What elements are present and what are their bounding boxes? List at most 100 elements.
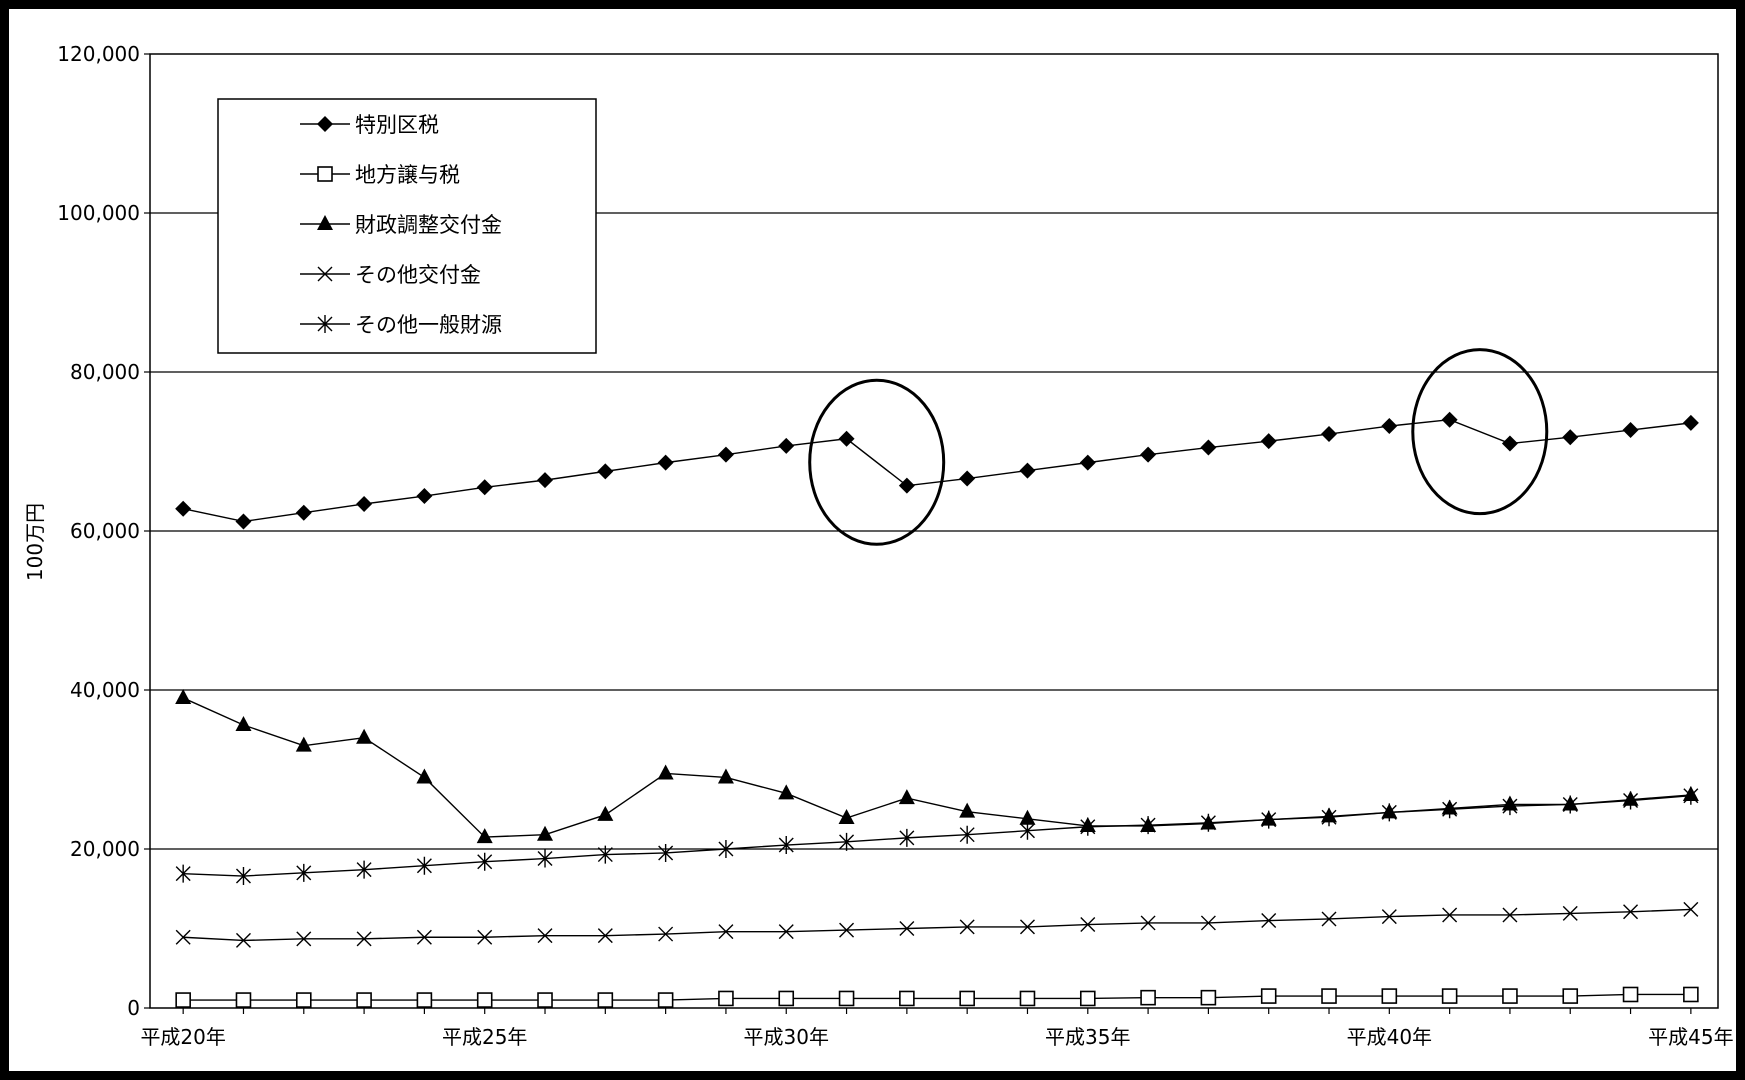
series-line xyxy=(183,908,1691,942)
data-point xyxy=(416,488,433,505)
legend-item: その他一般財源 xyxy=(300,313,502,337)
legend-item: 地方譲与税 xyxy=(300,163,460,187)
data-point xyxy=(778,924,794,940)
data-point xyxy=(537,992,553,1008)
y-axis-label: 100万円 xyxy=(23,503,47,581)
y-tick-label: 120,000 xyxy=(57,42,140,66)
data-point xyxy=(1260,988,1277,1004)
data-point xyxy=(898,789,915,805)
data-point xyxy=(477,852,493,871)
data-point xyxy=(1321,808,1337,827)
data-point xyxy=(959,825,975,844)
y-tick-label: 80,000 xyxy=(70,360,140,384)
y-tick-label: 100,000 xyxy=(57,201,140,225)
x-tick-label: 平成45年 xyxy=(1648,1025,1733,1049)
legend-marker xyxy=(317,266,333,282)
data-point xyxy=(1140,989,1156,1006)
series-x xyxy=(175,901,1699,948)
data-point xyxy=(1200,813,1216,832)
series-asterisk xyxy=(175,786,1699,886)
data-point xyxy=(718,840,734,858)
legend-marker xyxy=(317,166,333,182)
data-point xyxy=(1321,426,1338,443)
legend-item: 財政調整交付金 xyxy=(300,213,502,237)
series-line xyxy=(183,418,1691,523)
legend-item: その他交付金 xyxy=(300,263,481,287)
data-point xyxy=(718,990,734,1007)
data-point xyxy=(959,919,975,935)
data-point xyxy=(778,437,795,454)
data-point xyxy=(1261,810,1277,829)
data-point xyxy=(838,808,855,824)
x-tick-label: 平成30年 xyxy=(744,1025,829,1049)
data-point xyxy=(1019,462,1036,479)
data-point xyxy=(658,926,674,942)
data-point xyxy=(416,856,432,875)
y-tick-label: 60,000 xyxy=(70,519,140,543)
data-point xyxy=(1683,986,1699,1003)
data-point xyxy=(717,768,734,784)
data-point xyxy=(356,728,373,744)
data-point xyxy=(1261,913,1277,929)
data-point xyxy=(597,928,613,944)
data-point xyxy=(175,500,192,517)
data-point xyxy=(1622,986,1639,1003)
data-point xyxy=(778,836,794,855)
data-point xyxy=(296,863,312,882)
legend-label: 財政調整交付金 xyxy=(355,213,502,237)
x-tick-label: 平成35年 xyxy=(1045,1025,1130,1049)
legend-item: 特別区税 xyxy=(300,113,439,137)
data-point xyxy=(356,992,372,1008)
data-point xyxy=(1441,411,1458,428)
legend-box xyxy=(217,98,597,354)
y-tick-label: 0 xyxy=(127,996,140,1020)
data-point xyxy=(235,715,252,731)
data-point xyxy=(1502,988,1518,1004)
data-point xyxy=(1200,989,1217,1006)
data-point xyxy=(597,805,614,821)
legend-label: 地方譲与税 xyxy=(355,163,460,187)
data-point xyxy=(1200,915,1216,931)
data-point xyxy=(356,860,372,879)
data-point xyxy=(175,688,192,704)
legend-label: その他交付金 xyxy=(355,263,481,287)
gridlines xyxy=(150,212,1718,850)
data-point xyxy=(838,430,855,447)
data-point xyxy=(1442,800,1458,819)
data-point xyxy=(175,992,191,1008)
data-point xyxy=(1019,809,1036,825)
data-point xyxy=(295,736,312,752)
data-point xyxy=(1381,803,1397,822)
data-point xyxy=(295,504,312,521)
data-point xyxy=(356,495,373,512)
data-point xyxy=(1622,422,1639,439)
data-point xyxy=(235,867,251,886)
y-tick-label: 40,000 xyxy=(70,678,140,702)
data-point xyxy=(1623,904,1639,920)
series-diamond xyxy=(175,411,1699,530)
legend-label: 特別区税 xyxy=(355,113,439,137)
data-point xyxy=(537,849,553,868)
data-point xyxy=(839,832,855,851)
data-point xyxy=(1321,911,1337,927)
data-point xyxy=(778,990,795,1007)
data-point xyxy=(658,843,674,862)
x-tick-label: 平成20年 xyxy=(140,1025,225,1049)
data-point xyxy=(1682,414,1699,431)
legend-marker xyxy=(317,116,333,132)
data-point xyxy=(1200,439,1217,456)
highlight-group xyxy=(808,348,1549,546)
data-point xyxy=(537,825,554,841)
data-point xyxy=(235,992,252,1008)
data-point xyxy=(1019,919,1035,935)
highlight-ellipse xyxy=(808,378,946,546)
data-point xyxy=(1321,988,1337,1004)
data-point xyxy=(1502,907,1518,923)
data-point xyxy=(1442,907,1458,923)
data-point xyxy=(959,990,975,1007)
data-point xyxy=(1140,816,1156,835)
data-point xyxy=(1562,795,1578,814)
x-axis-ticks: 平成20年 平成25年 平成30年 平成35年 平成40年 平成45年 xyxy=(140,1008,1734,1049)
data-point xyxy=(717,446,734,463)
